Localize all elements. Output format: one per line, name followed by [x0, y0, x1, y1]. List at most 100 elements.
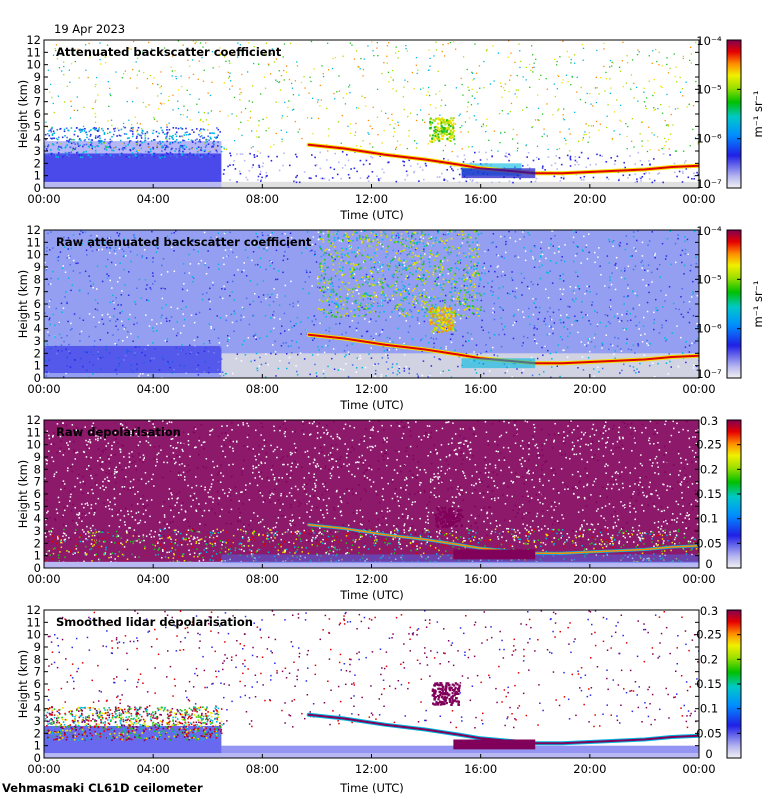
x-axis-label: Time (UTC) [339, 588, 404, 602]
y-tick-label: 3 [34, 524, 41, 538]
y-tick-label: 1 [34, 359, 41, 373]
y-tick-label: 7 [34, 665, 41, 679]
colorbar-tick-label: 10⁻⁵ [696, 272, 722, 286]
panel-raw-attenuated-backscatter: Raw attenuated backscatter coefficient T… [16, 223, 765, 412]
y-tick-label: 1 [34, 739, 41, 753]
x-tick-label: 04:00 [137, 382, 170, 396]
y-tick-label: 7 [34, 285, 41, 299]
plot-area [43, 419, 700, 569]
colorbar-tick-label: 10⁻⁷ [696, 177, 722, 191]
colorbar-tick-label: 10⁻⁷ [696, 367, 722, 381]
panel-title: Attenuated backscatter coefficient [56, 45, 282, 59]
colorbar: 0.3 0.25 0.2 0.15 0.1 0.05 0 [696, 414, 742, 571]
y-tick-label: 6 [34, 107, 41, 121]
x-tick-label: 08:00 [246, 762, 279, 776]
colorbar-tick-label: 0.15 [696, 677, 722, 691]
colorbar-tick-label: 0 [705, 747, 712, 761]
y-axis-label: Height (km) [16, 650, 30, 719]
backscatter-field [44, 230, 699, 378]
y-tick-label: 0 [34, 371, 41, 385]
y-tick-label: 1 [34, 549, 41, 563]
y-tick-label: 4 [34, 512, 41, 526]
x-tick-labels: 00:00 04:00 08:00 12:00 16:00 20:00 00:00 [27, 374, 716, 396]
x-tick-labels: 00:00 04:00 08:00 12:00 16:00 20:00 00:00 [27, 564, 716, 586]
y-tick-label: 8 [34, 272, 41, 286]
y-tick-label: 5 [34, 689, 41, 703]
x-tick-label: 04:00 [137, 762, 170, 776]
x-tick-labels: 00:00 04:00 08:00 12:00 16:00 20:00 00:00 [27, 754, 716, 776]
y-tick-label: 8 [34, 82, 41, 96]
colorbar-tick-label: 0 [705, 557, 712, 571]
x-tick-label: 20:00 [573, 382, 606, 396]
x-tick-label: 04:00 [137, 192, 170, 206]
x-tick-label: 12:00 [355, 192, 388, 206]
x-axis-label: Time (UTC) [339, 208, 404, 222]
y-tick-label: 2 [34, 726, 41, 740]
panel-title: Raw depolarisation [56, 425, 181, 439]
y-tick-label: 5 [34, 119, 41, 133]
y-tick-label: 0 [34, 181, 41, 195]
x-tick-label: 12:00 [355, 762, 388, 776]
plot-area [43, 39, 700, 189]
x-tick-label: 16:00 [464, 192, 497, 206]
colorbar-gradient [726, 39, 742, 189]
y-tick-label: 8 [34, 462, 41, 476]
y-tick-label: 10 [26, 438, 41, 452]
x-tick-label: 00:00 [27, 762, 60, 776]
x-tick-label: 00:00 [682, 762, 715, 776]
panel-attenuated-backscatter: Attenuated backscatter coefficient Time … [16, 33, 765, 222]
colorbar-tick-label: 10⁻⁶ [696, 132, 722, 146]
x-tick-label: 20:00 [573, 762, 606, 776]
x-tick-label: 08:00 [246, 192, 279, 206]
colorbar-tick-label: 0.2 [700, 462, 718, 476]
colorbar-unit-label: m⁻¹ sr⁻¹ [751, 91, 765, 138]
backscatter-field [44, 40, 699, 188]
y-tick-label: 9 [34, 450, 41, 464]
colorbar-tick-label: 0.1 [700, 512, 718, 526]
colorbar-tick-label: 0.2 [700, 652, 718, 666]
x-tick-label: 00:00 [682, 192, 715, 206]
y-tick-label: 3 [34, 714, 41, 728]
plot-area [43, 229, 700, 379]
x-tick-label: 12:00 [355, 572, 388, 586]
site-label: Vehmasmaki CL61D ceilometer [2, 781, 203, 795]
colorbar-tick-label: 0.1 [700, 702, 718, 716]
y-tick-label: 10 [26, 628, 41, 642]
x-tick-label: 08:00 [246, 382, 279, 396]
x-tick-label: 16:00 [464, 572, 497, 586]
x-tick-label: 08:00 [246, 572, 279, 586]
x-tick-label: 00:00 [27, 572, 60, 586]
x-tick-label: 20:00 [573, 572, 606, 586]
plot-area [43, 609, 700, 759]
x-axis-label: Time (UTC) [339, 398, 404, 412]
colorbar-unit-label: m⁻¹ sr⁻¹ [751, 281, 765, 328]
x-tick-label: 00:00 [682, 382, 715, 396]
x-tick-label: 00:00 [27, 382, 60, 396]
y-tick-label: 5 [34, 499, 41, 513]
y-tick-label: 12 [26, 413, 41, 427]
y-tick-label: 11 [26, 45, 41, 59]
y-axis-label: Height (km) [16, 80, 30, 149]
date-label: 19 Apr 2023 [54, 22, 125, 36]
x-tick-label: 20:00 [573, 192, 606, 206]
x-tick-label: 04:00 [137, 572, 170, 586]
colorbar-tick-label: 0.25 [696, 628, 722, 642]
y-axis-label: Height (km) [16, 460, 30, 529]
y-tick-label: 4 [34, 322, 41, 336]
colorbar-tick-label: 0.3 [700, 414, 718, 428]
colorbar: 10⁻⁴ 10⁻⁵ 10⁻⁶ 10⁻⁷ m⁻¹ sr⁻¹ [696, 224, 765, 381]
y-tick-label: 4 [34, 702, 41, 716]
colorbar: 10⁻⁴ 10⁻⁵ 10⁻⁶ 10⁻⁷ m⁻¹ sr⁻¹ [696, 34, 765, 191]
y-tick-label: 10 [26, 248, 41, 262]
x-tick-label: 16:00 [464, 762, 497, 776]
y-tick-label: 3 [34, 144, 41, 158]
colorbar-tick-label: 10⁻⁴ [696, 34, 722, 48]
y-tick-label: 11 [26, 615, 41, 629]
colorbar-tick-label: 0.25 [696, 438, 722, 452]
y-tick-label: 0 [34, 561, 41, 575]
colorbar-tick-label: 10⁻⁵ [696, 82, 722, 96]
colorbar-gradient [726, 229, 742, 379]
